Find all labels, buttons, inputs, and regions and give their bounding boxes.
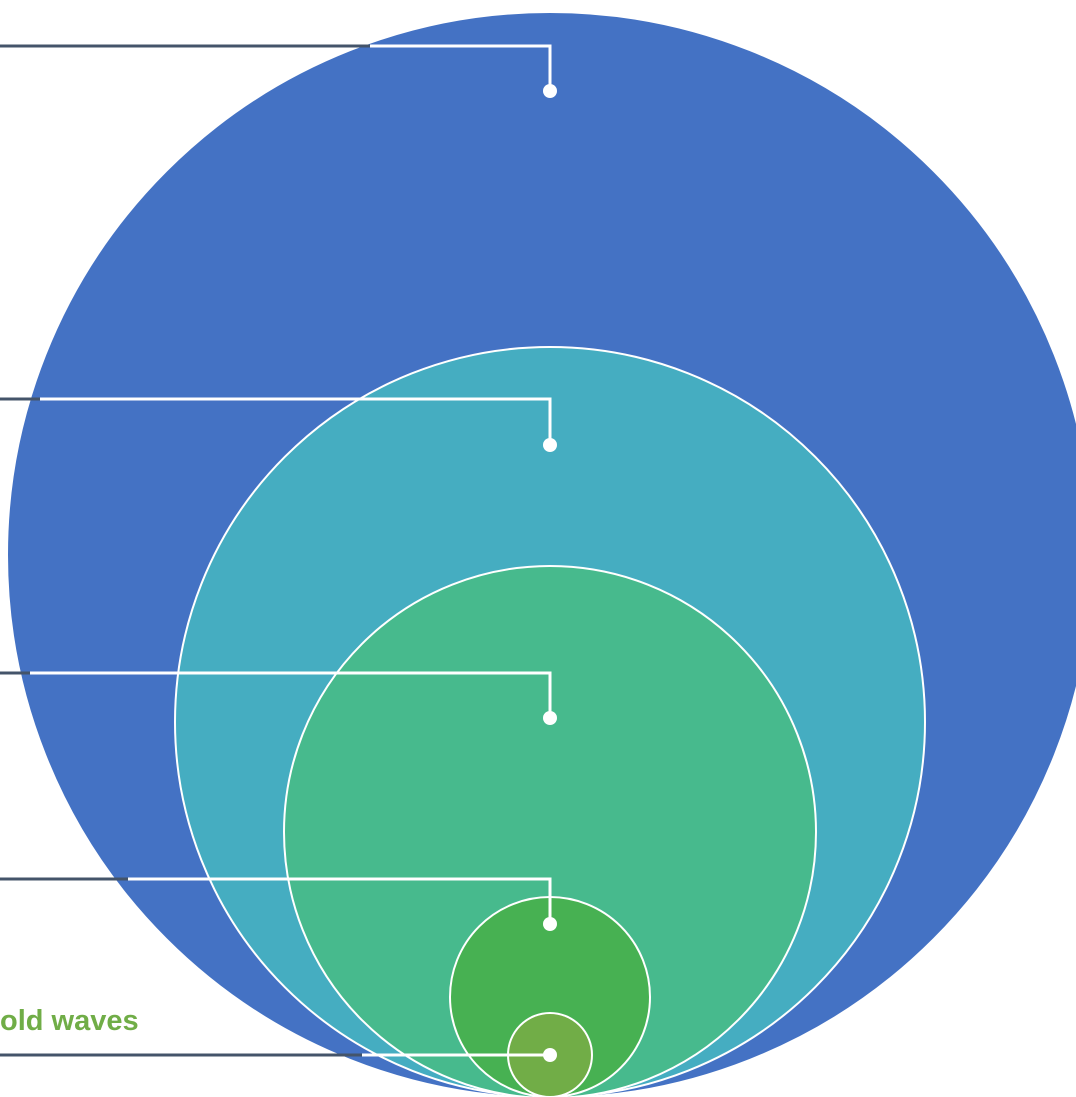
leader-dot-1	[543, 84, 557, 98]
leader-line-3	[0, 671, 557, 725]
label-innermost: old waves	[0, 1005, 139, 1037]
leader-dot-4	[543, 917, 557, 931]
leader-line-4	[0, 877, 557, 931]
leader-dot-5	[543, 1048, 557, 1062]
leader-dot-3	[543, 711, 557, 725]
leader-line-2	[0, 397, 557, 452]
circle-level-3	[283, 565, 817, 1097]
leader-line-1	[0, 44, 557, 98]
leader-line-5	[0, 1048, 557, 1062]
leader-dot-2	[543, 438, 557, 452]
